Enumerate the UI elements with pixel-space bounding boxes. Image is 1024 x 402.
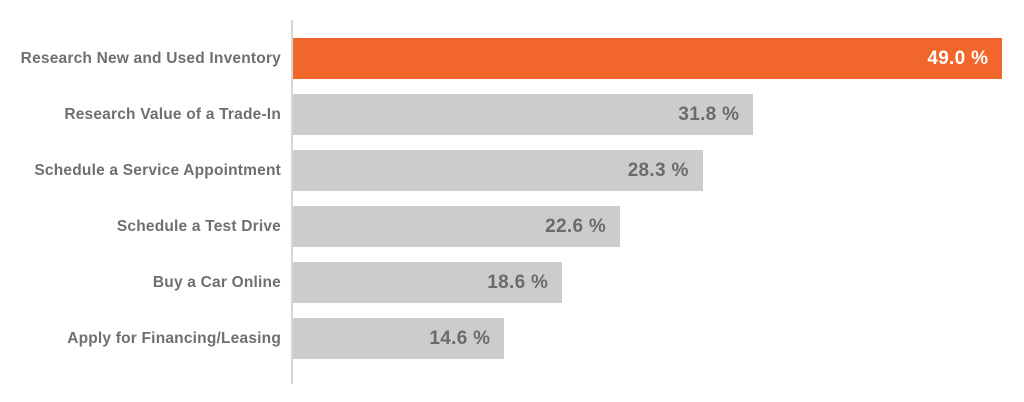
bar-row: Schedule a Test Drive 22.6 % <box>0 206 1024 247</box>
value-label: 28.3 % <box>627 159 689 181</box>
bar[interactable]: 14.6 % <box>293 318 505 359</box>
value-label: 49.0 % <box>927 47 989 69</box>
bar-track: 31.8 % <box>293 94 1024 135</box>
bar-row: Schedule a Service Appointment 28.3 % <box>0 150 1024 191</box>
bar-row: Research New and Used Inventory 49.0 % <box>0 38 1024 79</box>
bar-row: Research Value of a Trade-In 31.8 % <box>0 94 1024 135</box>
category-label: Research New and Used Inventory <box>20 49 281 67</box>
bar-row: Buy a Car Online 18.6 % <box>0 262 1024 303</box>
bar-track: 28.3 % <box>293 150 1024 191</box>
bar-row: Apply for Financing/Leasing 14.6 % <box>0 318 1024 359</box>
value-label: 18.6 % <box>487 271 549 293</box>
category-label: Schedule a Test Drive <box>116 217 281 235</box>
bar[interactable]: 31.8 % <box>293 94 754 135</box>
y-axis-line <box>291 20 293 384</box>
bar[interactable]: 49.0 % <box>293 38 1003 79</box>
bar-track: 49.0 % <box>293 38 1024 79</box>
category-label: Schedule a Service Appointment <box>34 161 281 179</box>
category-label: Buy a Car Online <box>152 273 281 291</box>
value-label: 14.6 % <box>429 327 491 349</box>
bar-track: 22.6 % <box>293 206 1024 247</box>
bar-track: 18.6 % <box>293 262 1024 303</box>
bar[interactable]: 28.3 % <box>293 150 703 191</box>
bar[interactable]: 22.6 % <box>293 206 621 247</box>
category-label: Research Value of a Trade-In <box>64 105 281 123</box>
value-label: 22.6 % <box>545 215 607 237</box>
category-label: Apply for Financing/Leasing <box>67 329 281 347</box>
value-label: 31.8 % <box>678 103 740 125</box>
bar-rows: Research New and Used Inventory 49.0 % R… <box>0 38 1024 374</box>
bar[interactable]: 18.6 % <box>293 262 563 303</box>
bar-track: 14.6 % <box>293 318 1024 359</box>
